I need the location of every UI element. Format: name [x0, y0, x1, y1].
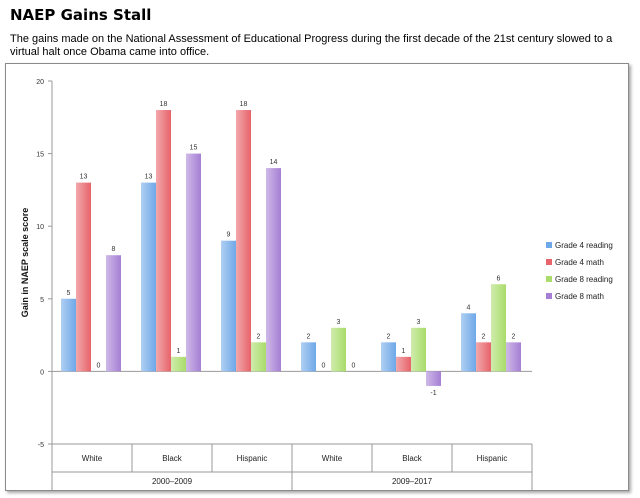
data-label: 0: [97, 362, 101, 369]
legend-label: Grade 4 math: [555, 258, 604, 267]
bar-highlight: [411, 327, 426, 372]
data-label: 18: [160, 101, 168, 108]
bar-highlight: [221, 240, 236, 372]
data-label: 18: [240, 101, 248, 108]
x-category-label: Black: [402, 454, 423, 463]
bar-highlight: [141, 182, 156, 372]
bar-highlight: [381, 342, 396, 372]
data-label: 1: [177, 348, 181, 355]
data-label: 2: [257, 333, 261, 340]
y-axis-title: Gain in NAEP scale score: [20, 208, 30, 317]
data-label: 0: [322, 362, 326, 369]
legend-label: Grade 8 math: [555, 292, 604, 301]
x-category-label: White: [82, 454, 103, 463]
page-subtitle: The gains made on the National Assessmen…: [10, 33, 613, 58]
page-title: NAEP Gains Stall: [10, 6, 152, 24]
x-category-label: Black: [162, 454, 183, 463]
bar-highlight: [491, 284, 506, 372]
bar-highlight: [186, 153, 201, 372]
x-category-label: White: [322, 454, 343, 463]
x-group-label: 2000–2009: [152, 477, 193, 486]
bar-highlight: [461, 313, 476, 372]
data-label: 13: [145, 174, 153, 181]
bar-highlight: [61, 298, 76, 372]
legend-label: Grade 8 reading: [555, 275, 613, 284]
bar-highlight: [106, 255, 121, 372]
bar-highlight: [331, 327, 346, 372]
bar-highlight: [236, 110, 251, 372]
bar-highlight: [506, 342, 521, 372]
y-tick-label: 20: [36, 79, 44, 86]
data-label: 2: [512, 333, 516, 340]
data-label: 3: [417, 319, 421, 326]
x-category-label: Hispanic: [477, 454, 508, 463]
data-label: 5: [67, 290, 71, 297]
data-label: 8: [112, 246, 116, 253]
bar-highlight: [426, 371, 441, 386]
x-group-label: 2009–2017: [392, 477, 433, 486]
bar-highlight: [266, 168, 281, 372]
bar-highlight: [396, 356, 411, 372]
y-tick-label: -5: [38, 442, 44, 449]
legend-swatch: [546, 259, 552, 265]
data-label: -1: [430, 390, 436, 397]
bar-highlight: [301, 342, 316, 372]
data-label: 14: [270, 159, 278, 166]
data-label: 2: [387, 333, 391, 340]
data-label: 3: [337, 319, 341, 326]
data-label: 13: [80, 174, 88, 181]
bar-highlight: [156, 110, 171, 372]
legend-swatch: [546, 293, 552, 299]
data-label: 9: [227, 232, 231, 239]
data-label: 2: [482, 333, 486, 340]
chart-frame: -5 0 5 10 15 20 Gain in NAEP scale score 5 13 9 2 2…: [5, 63, 629, 491]
y-tick-label: 0: [40, 369, 44, 376]
data-label: 1: [402, 348, 406, 355]
data-label: 0: [352, 362, 356, 369]
legend-label: Grade 4 reading: [555, 241, 613, 250]
bar-highlight: [171, 356, 186, 372]
data-label: 6: [497, 275, 501, 282]
data-label: 2: [307, 333, 311, 340]
bar-highlight: [76, 182, 91, 372]
y-tick-label: 10: [36, 224, 44, 231]
data-label: 15: [190, 145, 198, 152]
legend-swatch: [546, 276, 552, 282]
legend-swatch: [546, 242, 552, 248]
data-label: 4: [467, 304, 471, 311]
y-tick-label: 5: [40, 297, 44, 304]
bar-highlight: [476, 342, 491, 372]
y-tick-label: 15: [36, 152, 44, 159]
bar-highlight: [251, 342, 266, 372]
x-category-label: Hispanic: [237, 454, 268, 463]
